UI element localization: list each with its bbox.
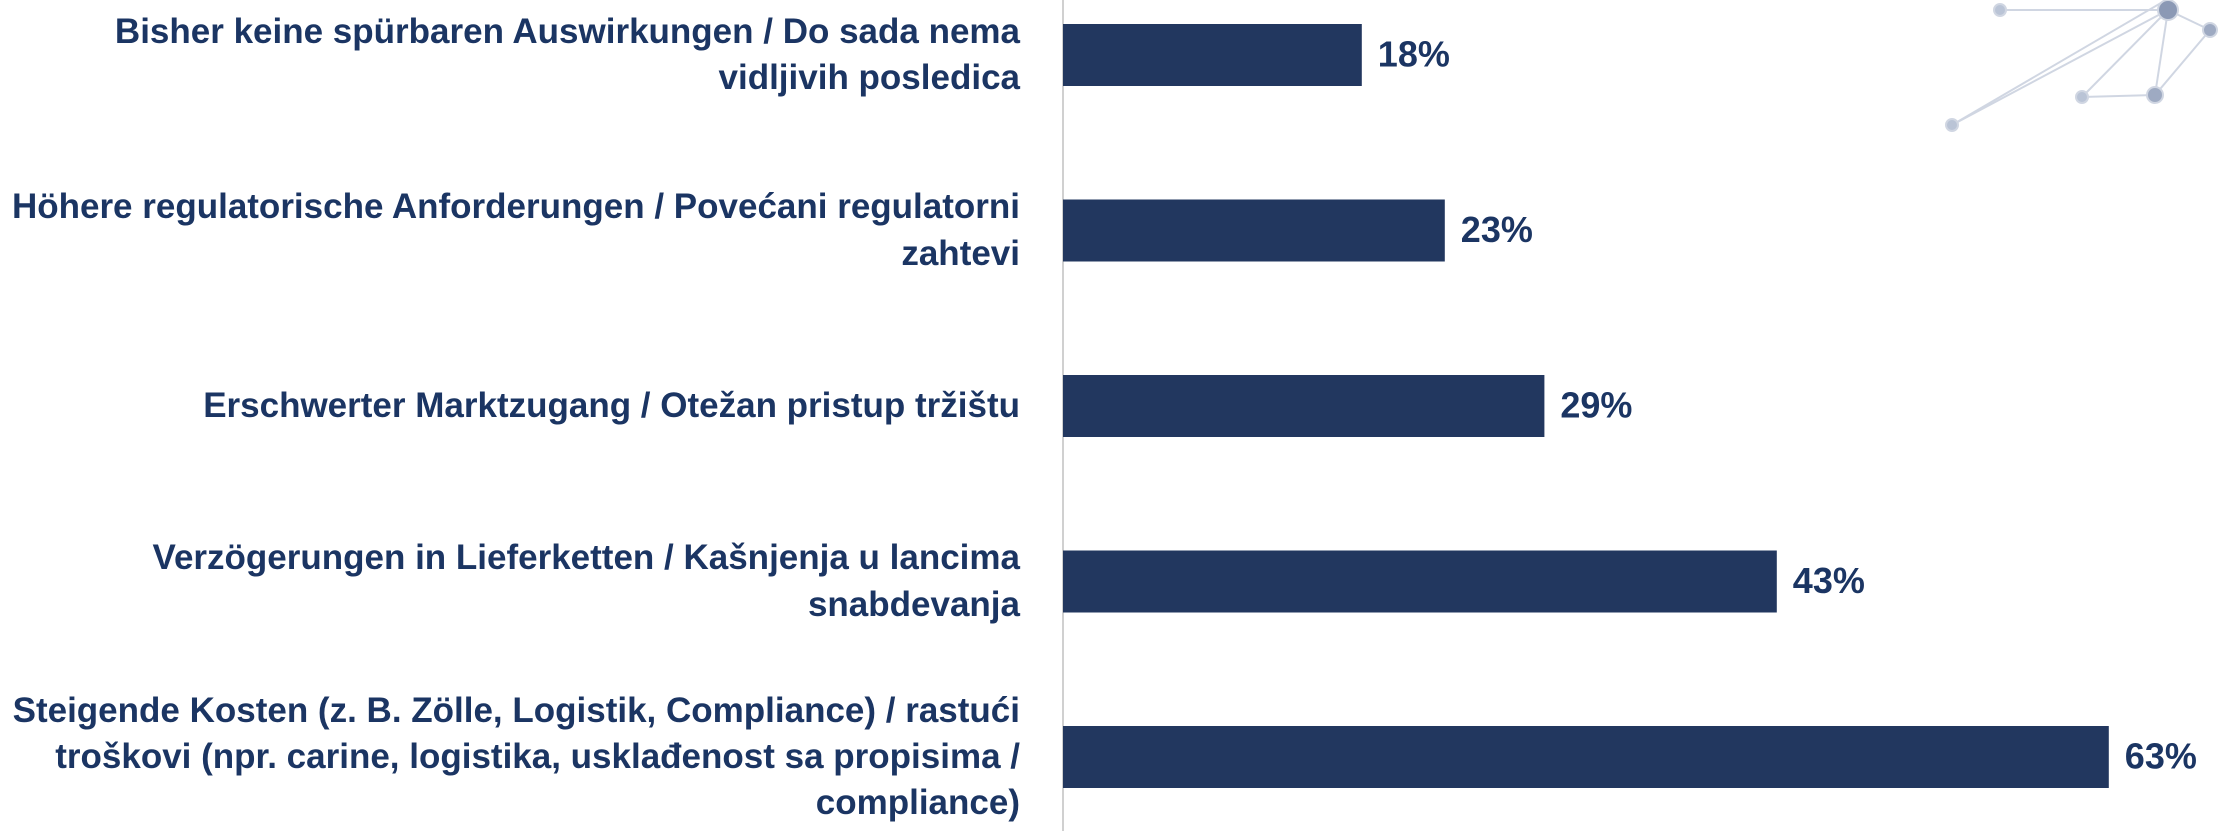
value-label: 43% xyxy=(1793,560,1865,601)
category-label: Höhere regulatorische Anforderungen / Po… xyxy=(0,146,1020,316)
value-label: 29% xyxy=(1560,385,1632,426)
value-label: 63% xyxy=(2125,736,2197,777)
category-label: Verzögerungen in Lieferketten / Kašnjenj… xyxy=(0,497,1020,667)
bar xyxy=(1063,200,1445,262)
bar xyxy=(1063,24,1362,86)
category-label: Erschwerter Marktzugang / Otežan pristup… xyxy=(0,321,1020,491)
value-label: 18% xyxy=(1378,34,1450,75)
bar xyxy=(1063,375,1544,437)
network-decoration xyxy=(1946,0,2217,131)
value-label: 23% xyxy=(1461,209,1533,250)
page: 18% 23% 29% 43% 63% Bisher keine spürbaren A… xyxy=(0,0,2228,831)
bar xyxy=(1063,726,2109,788)
category-label: Bisher keine spürbaren Auswirkungen / Do… xyxy=(0,0,1020,140)
bar xyxy=(1063,551,1777,613)
category-label: Steigende Kosten (z. B. Zölle, Logistik,… xyxy=(0,672,1020,831)
